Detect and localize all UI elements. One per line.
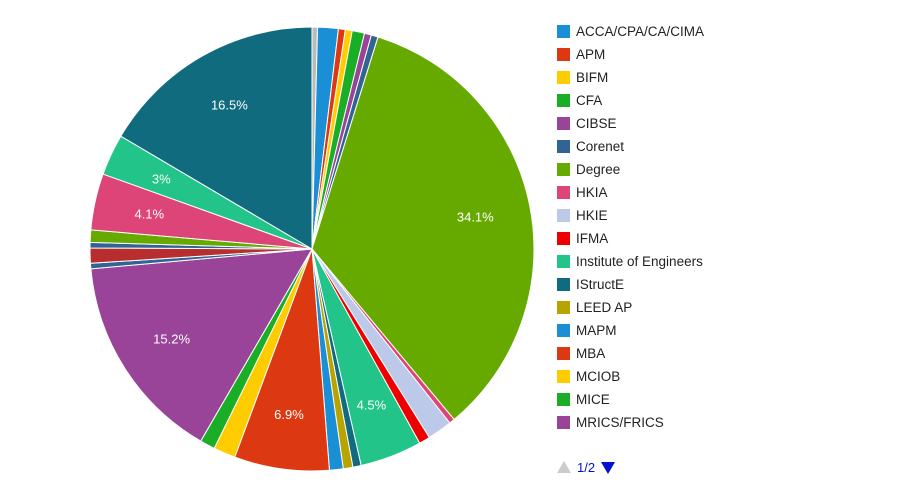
legend-label: MICE [576, 392, 610, 407]
legend-label: Institute of Engineers [576, 254, 703, 269]
legend-swatch [557, 370, 570, 383]
pie-labels: 34.1% 4.5% 6.9% 15.2% 4.1% 3% 16.5% [134, 97, 494, 422]
slice-label: 4.5% [357, 398, 387, 413]
slice-label: 4.1% [134, 206, 164, 221]
pie-slice[interactable] [90, 248, 313, 442]
legend-swatch [557, 94, 570, 107]
slice-label: 15.2% [153, 332, 190, 347]
legend-label: IStructE [576, 277, 625, 292]
slice-label: 6.9% [274, 407, 304, 422]
slice-label: 16.5% [211, 97, 248, 112]
legend-swatch [557, 25, 570, 38]
legend-swatch [557, 140, 570, 153]
legend-label: IFMA [576, 231, 609, 246]
pie-slices [89, 26, 535, 472]
triangle-up-icon [557, 461, 571, 473]
legend-label: ACCA/CPA/CA/CIMA [576, 24, 705, 39]
slice-label: 3% [152, 171, 171, 186]
legend-label: CFA [576, 93, 603, 108]
legend-label: HKIA [576, 185, 608, 200]
legend-label: MRICS/FRICS [576, 415, 664, 430]
legend-label: Degree [576, 162, 621, 177]
pie-slice[interactable] [120, 26, 313, 250]
legend-label: HKIE [576, 208, 608, 223]
legend-swatch [557, 163, 570, 176]
legend-swatch [557, 48, 570, 61]
legend-label: LEED AP [576, 300, 633, 315]
legend-label: MCIOB [576, 369, 621, 384]
legend-label: APM [576, 47, 606, 62]
pager-text: 1/2 [577, 460, 596, 475]
legend-swatch [557, 393, 570, 406]
legend-swatch [557, 232, 570, 245]
legend-swatch [557, 301, 570, 314]
legend-swatch [557, 209, 570, 222]
legend-label: Corenet [576, 139, 625, 154]
legend-swatch [557, 278, 570, 291]
pie-slice[interactable] [311, 36, 535, 421]
legend-label: MAPM [576, 323, 617, 338]
legend-swatch [557, 347, 570, 360]
slice-label: 34.1% [457, 210, 494, 225]
legend-swatch [557, 117, 570, 130]
legend-label: BIFM [576, 70, 609, 85]
legend-label: MBA [576, 346, 606, 361]
triangle-down-icon[interactable] [601, 462, 615, 474]
legend-label: CIBSE [576, 116, 617, 131]
legend-swatch [557, 255, 570, 268]
legend-swatch [557, 71, 570, 84]
legend-swatch [557, 416, 570, 429]
legend-swatch [557, 324, 570, 337]
legend-swatch [557, 186, 570, 199]
